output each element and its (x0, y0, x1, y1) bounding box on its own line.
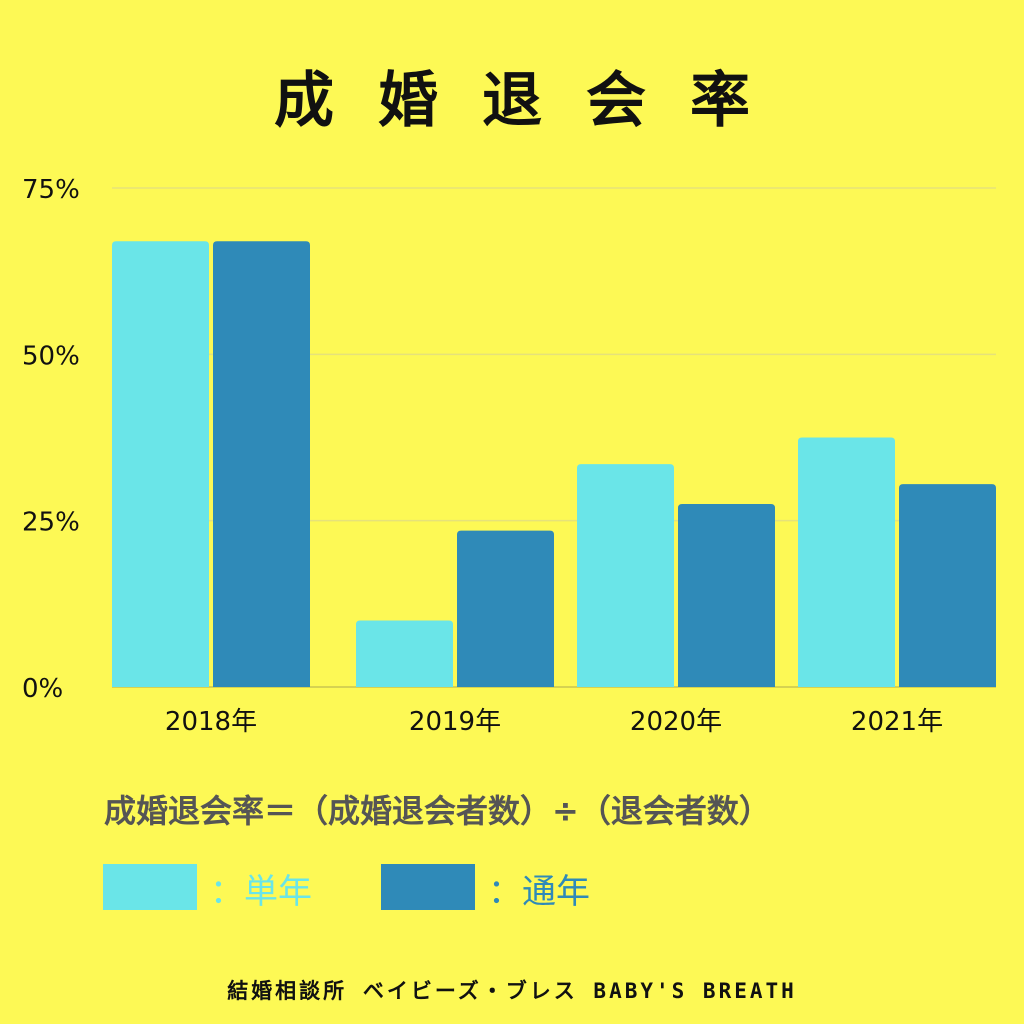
y-tick-label: 0% (22, 674, 63, 704)
legend-label-single-year: ：単年 (210, 872, 312, 912)
y-tick-label: 25% (22, 508, 80, 538)
legend-swatch-cumulative (381, 864, 475, 910)
x-tick-label: 2020年 (630, 707, 722, 737)
axis-labels: 0% 25% 50% 75% 2018年 2019年 2020年 2021年 (22, 175, 943, 737)
x-tick-label: 2021年 (851, 707, 943, 737)
bar-single_year-1 (356, 620, 453, 687)
bar-cumulative-1 (457, 530, 554, 687)
bar-cumulative-3 (899, 484, 996, 687)
y-tick-label: 75% (22, 175, 80, 205)
bar-single_year-3 (798, 437, 895, 687)
bar-cumulative-0 (213, 241, 310, 687)
x-tick-label: 2018年 (165, 707, 257, 737)
bar-single_year-0 (112, 241, 209, 687)
bars (112, 241, 996, 687)
legend-swatch-single-year (103, 864, 197, 910)
legend-label-cumulative: ：通年 (488, 872, 590, 912)
y-tick-label: 50% (22, 341, 80, 371)
bar-chart: 0% 25% 50% 75% 2018年 2019年 2020年 2021年 (22, 175, 996, 737)
footer-brand: 結婚相談所 ベイビーズ・ブレス BABY'S BREATH (227, 979, 797, 1003)
formula-text: 成婚退会率＝（成婚退会者数）÷（退会者数） (104, 792, 771, 830)
bar-single_year-2 (577, 464, 674, 687)
chart-title: 成婚退会率 (274, 66, 794, 136)
x-tick-label: 2019年 (409, 707, 501, 737)
bar-cumulative-2 (678, 504, 775, 687)
